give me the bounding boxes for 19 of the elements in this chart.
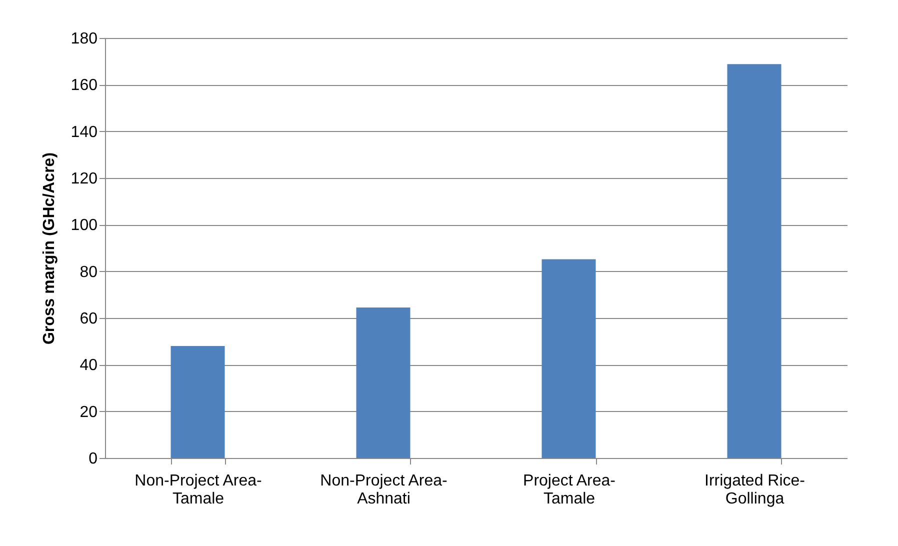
y-tick-label: 180 bbox=[70, 30, 98, 48]
y-axis-title: Gross margin (GHc/Acre) bbox=[40, 152, 58, 345]
bar bbox=[542, 259, 596, 458]
bar bbox=[356, 308, 410, 458]
bar bbox=[170, 346, 225, 458]
y-tick-label: 160 bbox=[70, 77, 98, 94]
x-tick-label: Irrigated Rice-Gollinga bbox=[704, 472, 805, 508]
y-tick-label: 100 bbox=[70, 217, 98, 234]
y-tick-label: 60 bbox=[80, 310, 98, 328]
y-tick-label: 120 bbox=[70, 170, 98, 188]
x-tick-label: Non-Project Area-Tamale bbox=[134, 472, 262, 508]
x-tick-label: Project Area-Tamale bbox=[523, 472, 616, 508]
x-tick-label: Non-Project Area-Ashnati bbox=[320, 472, 448, 508]
y-tick-label: 80 bbox=[80, 264, 98, 281]
y-tick-label: 20 bbox=[80, 404, 98, 421]
y-tick-label: 40 bbox=[80, 357, 98, 374]
y-tick-label: 0 bbox=[88, 450, 98, 468]
y-tick-label: 140 bbox=[70, 124, 98, 141]
bar bbox=[727, 64, 782, 458]
